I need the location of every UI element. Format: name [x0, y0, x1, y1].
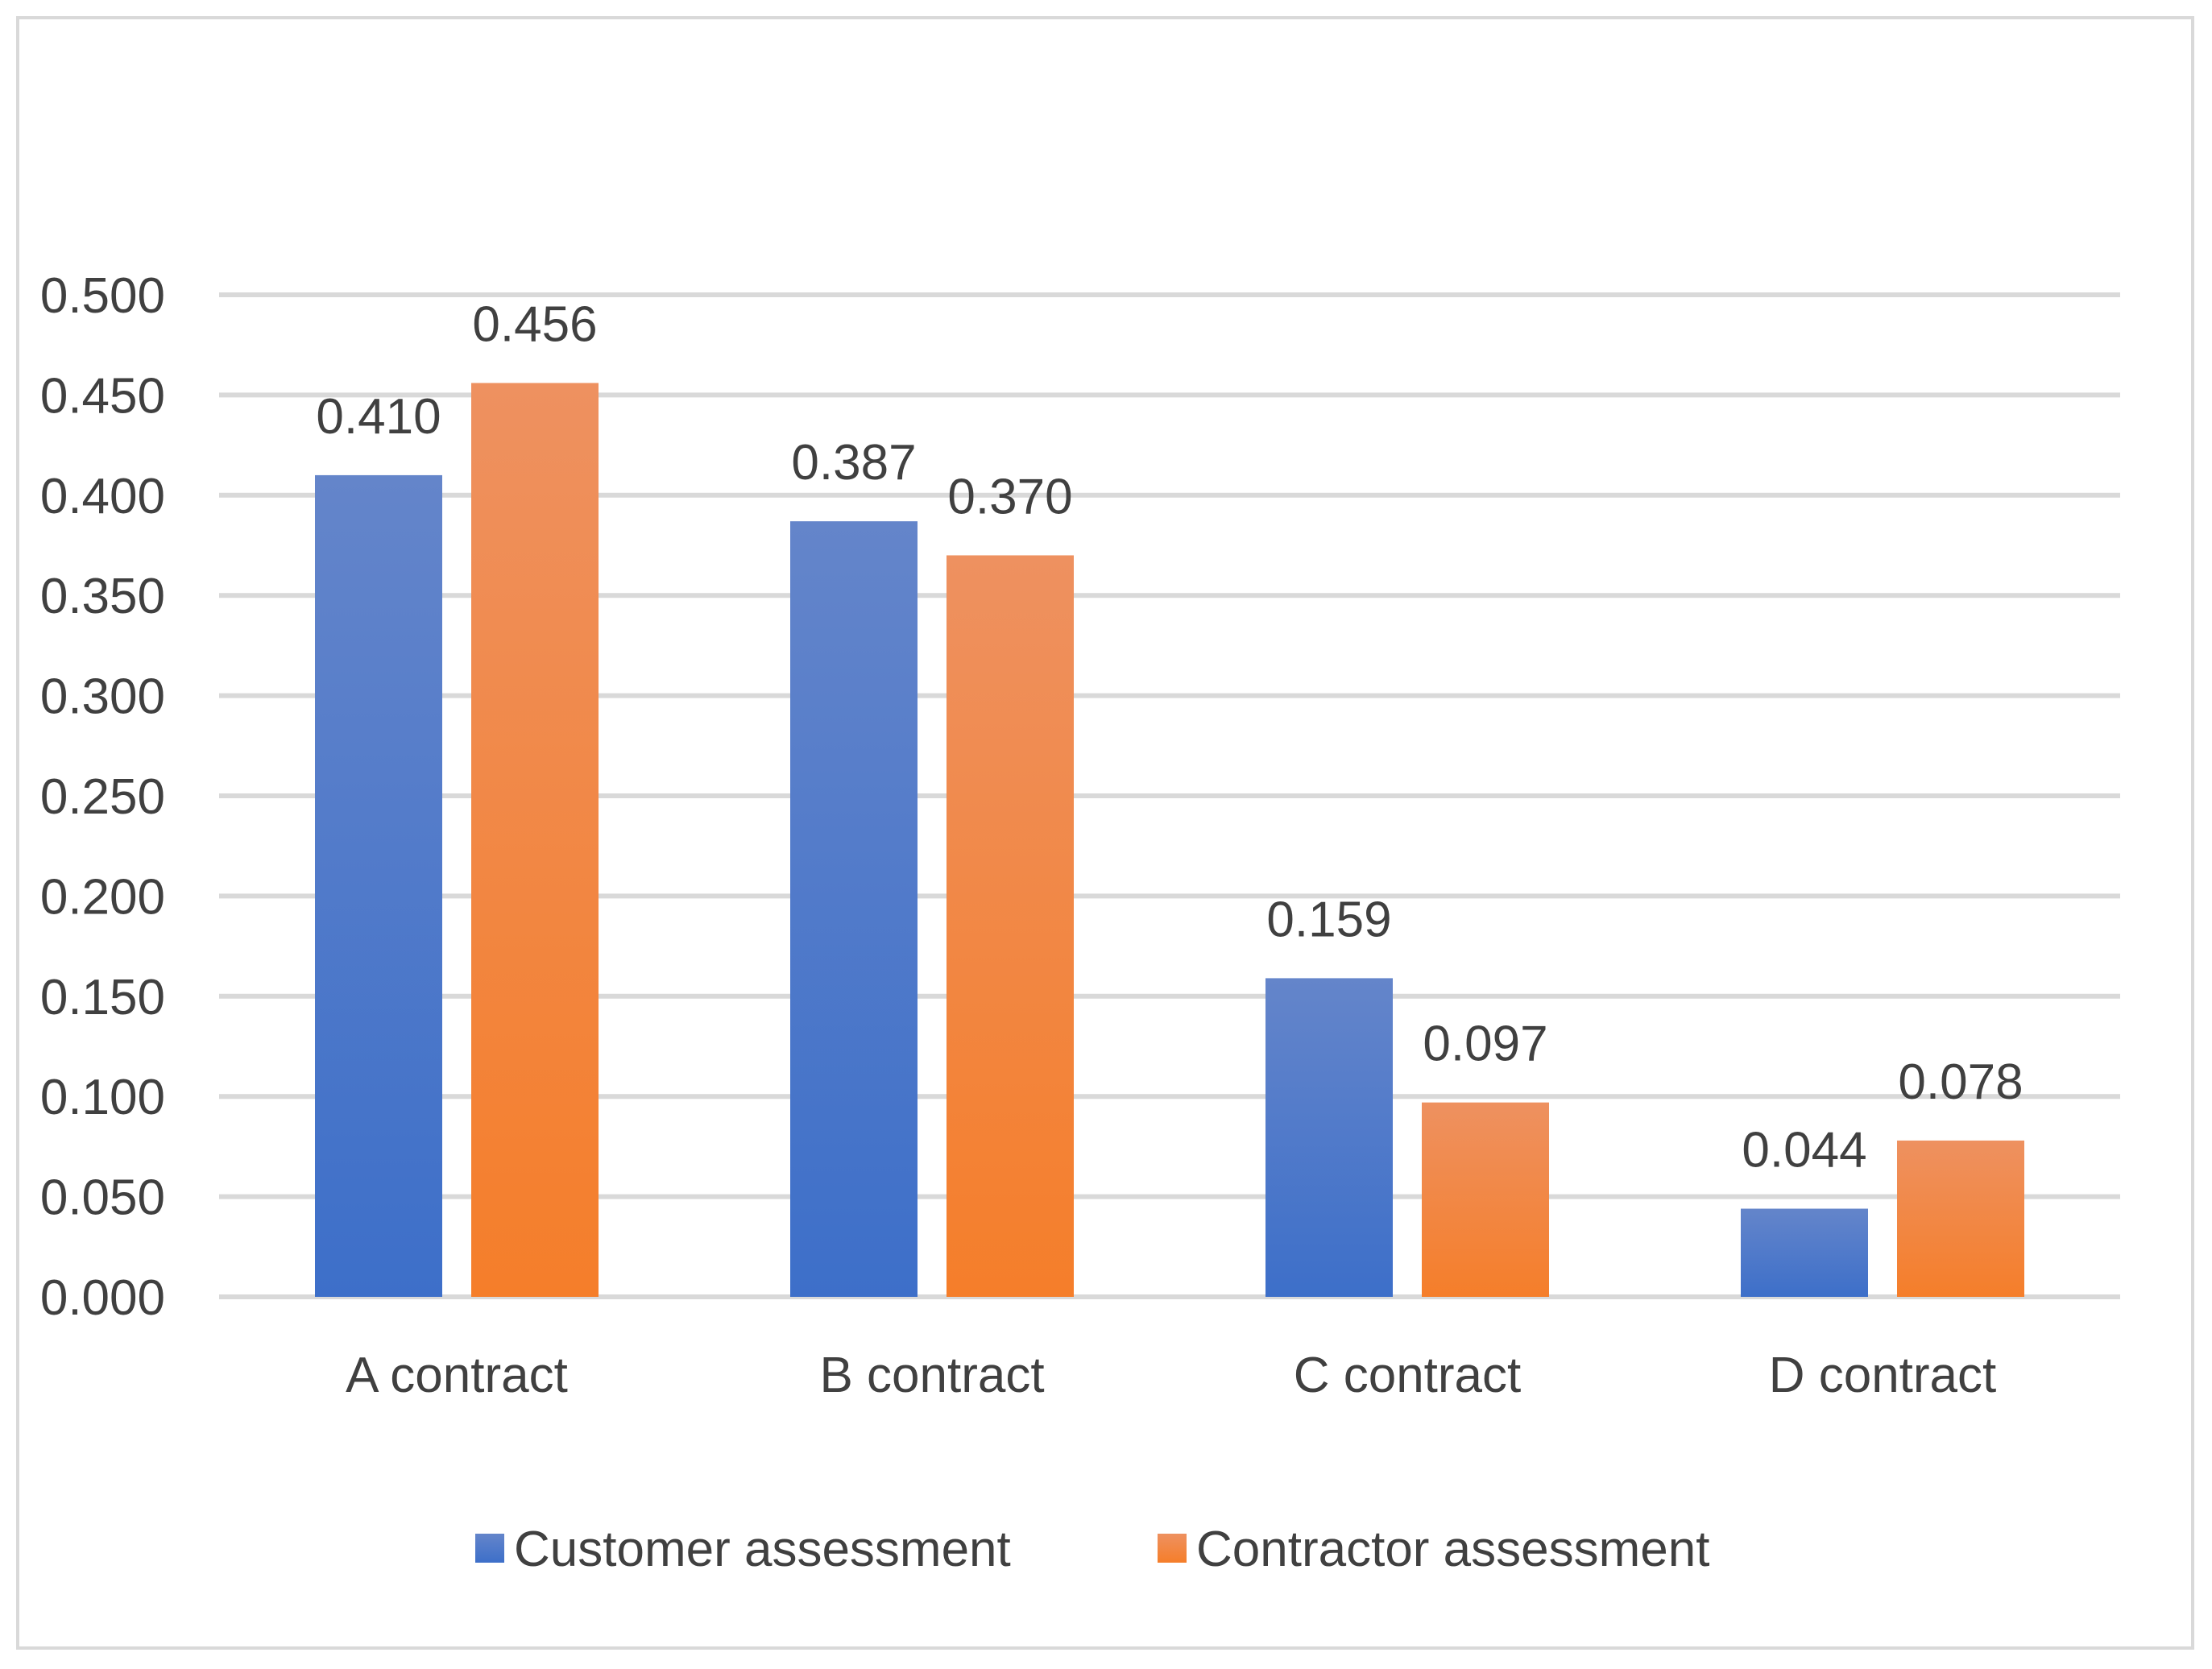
data-labels: 0.410 0.456 0.387 0.370 0.159 0.097 0.044 0.078	[316, 296, 2023, 1178]
contractor-value-label: 0.078	[1898, 1054, 2023, 1110]
customer-bar	[790, 521, 918, 1297]
y-tick-label: 0.150	[40, 970, 165, 1025]
x-tick-label: B contract	[819, 1348, 1044, 1403]
customer-value-label: 0.387	[791, 435, 916, 491]
customer-value-label: 0.044	[1742, 1123, 1866, 1178]
y-tick-label: 0.500	[40, 268, 165, 324]
customer-bar	[1265, 978, 1393, 1297]
y-tick-label: 0.450	[40, 368, 165, 424]
y-tick-label: 0.050	[40, 1170, 165, 1226]
y-tick-label: 0.000	[40, 1270, 165, 1326]
x-tick-label: A contract	[346, 1348, 568, 1403]
legend-contractor: Contractor assessment	[1158, 1522, 1709, 1577]
y-tick-label: 0.400	[40, 469, 165, 524]
contractor-value-label: 0.097	[1423, 1017, 1547, 1072]
y-tick-label: 0.350	[40, 569, 165, 624]
y-tick-label: 0.200	[40, 869, 165, 925]
customer-bar	[315, 474, 442, 1297]
legend-customer-label: Customer assessment	[514, 1522, 1011, 1577]
legend-customer-swatch	[475, 1534, 504, 1563]
contractor-value-label: 0.370	[947, 469, 1072, 524]
y-tick-label: 0.100	[40, 1070, 165, 1125]
legend: Customer assessment Contractor assessment	[475, 1522, 1709, 1577]
contractor-bar	[471, 383, 599, 1298]
contractor-bar	[1422, 1102, 1549, 1297]
customer-bar	[1741, 1208, 1868, 1297]
contractor-value-label: 0.456	[472, 296, 597, 352]
y-tick-label: 0.300	[40, 669, 165, 725]
contractor-bar	[947, 555, 1074, 1297]
legend-contractor-swatch	[1158, 1534, 1187, 1563]
bars	[315, 383, 2024, 1298]
x-tick-label: C contract	[1294, 1348, 1522, 1403]
customer-value-label: 0.159	[1266, 892, 1391, 947]
y-tick-label: 0.250	[40, 769, 165, 825]
legend-customer: Customer assessment	[475, 1522, 1011, 1577]
y-axis-ticks: 0.000 0.050 0.100 0.150 0.200 0.250 0.300 0.350…	[40, 268, 165, 1326]
x-axis-ticks: A contract B contract C contract D contract	[346, 1348, 1996, 1403]
legend-contractor-label: Contractor assessment	[1196, 1522, 1709, 1577]
contractor-bar	[1897, 1140, 2024, 1297]
x-tick-label: D contract	[1769, 1348, 1997, 1403]
customer-value-label: 0.410	[316, 389, 441, 445]
